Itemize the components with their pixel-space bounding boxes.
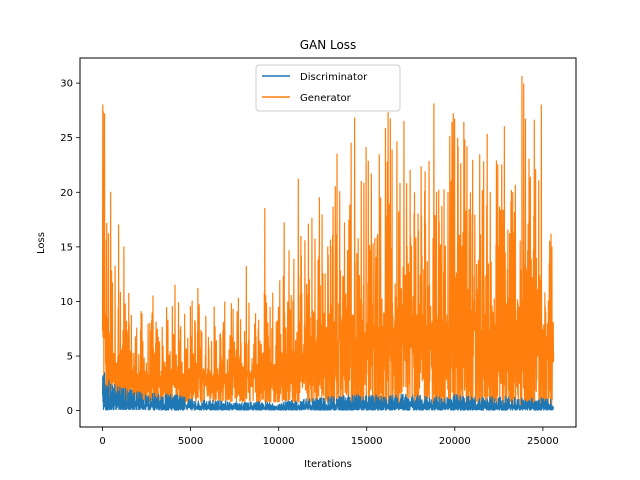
x-tick-label: 5000 [178,436,203,447]
x-tick-label: 0 [99,436,105,447]
y-tick-label: 5 [67,352,73,363]
y-tick-label: 0 [67,406,73,417]
x-tick-label: 25000 [527,436,559,447]
chart-title: GAN Loss [300,38,357,52]
x-tick-label: 20000 [439,436,471,447]
legend: Discriminator Generator [255,64,401,112]
series-line-discriminator [101,372,555,411]
x-axis-title: Iterations [304,459,352,470]
y-tick-label: 20 [60,188,73,199]
plot-frame [79,57,577,428]
legend-label-discriminator: Discriminator [300,72,368,83]
y-axis-title: Loss [36,232,47,254]
legend-box [255,64,401,112]
x-axis: 0 5000 10000 15000 20000 25000 [99,427,559,447]
legend-label-generator: Generator [300,93,352,104]
y-axis: 0 5 10 15 20 25 30 [60,79,80,417]
y-tick-label: 15 [60,242,73,253]
y-tick-label: 25 [60,133,73,144]
x-tick-label: 10000 [263,436,295,447]
series-line-generator [101,75,555,408]
x-tick-label: 15000 [351,436,383,447]
y-tick-label: 30 [60,79,73,90]
y-tick-label: 10 [60,297,73,308]
plot-area [101,75,555,411]
